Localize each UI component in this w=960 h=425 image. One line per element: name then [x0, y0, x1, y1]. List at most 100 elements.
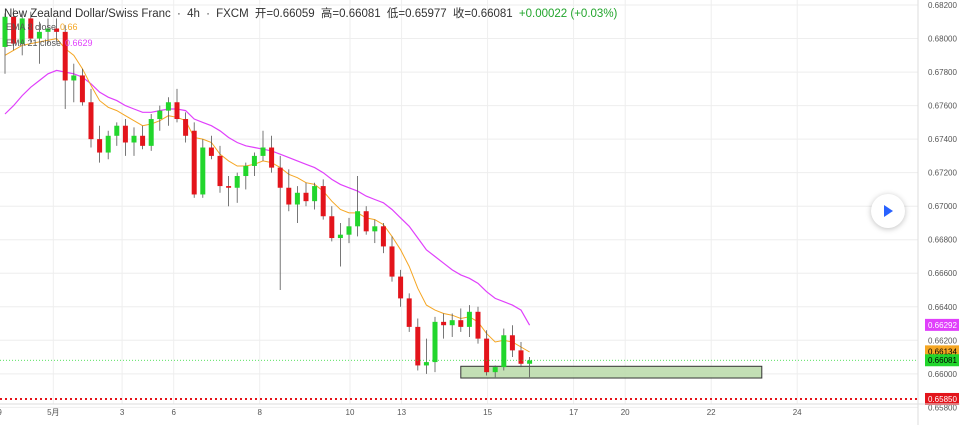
- candle[interactable]: [337, 222, 343, 267]
- candle[interactable]: [475, 306, 481, 344]
- price-label-text: 0.66081: [928, 356, 957, 365]
- candle[interactable]: [398, 269, 404, 307]
- candle[interactable]: [71, 63, 77, 103]
- symbol-title[interactable]: New Zealand Dollar/Swiss Franc: [4, 8, 171, 20]
- candle-body: [11, 16, 17, 44]
- candle[interactable]: [45, 18, 51, 44]
- candle[interactable]: [527, 357, 533, 378]
- candle[interactable]: [226, 176, 232, 207]
- candle[interactable]: [105, 130, 111, 160]
- price-axis[interactable]: 0.68200 0.68000 0.67800 0.67600 0.67400 0.672…: [917, 0, 959, 425]
- candle[interactable]: [251, 152, 257, 177]
- price-tick-label: 0.66000: [928, 370, 957, 379]
- price-label-badge[interactable]: 0.66081: [925, 354, 959, 367]
- candle-body: [458, 320, 464, 327]
- candle[interactable]: [2, 13, 8, 74]
- candle[interactable]: [79, 68, 85, 106]
- candle[interactable]: [492, 365, 498, 378]
- candle[interactable]: [165, 97, 171, 126]
- candle[interactable]: [191, 122, 197, 198]
- candle-body: [518, 350, 524, 364]
- candle[interactable]: [329, 206, 335, 242]
- candle[interactable]: [88, 88, 94, 148]
- candle-body: [251, 155, 257, 166]
- candle[interactable]: [449, 313, 455, 337]
- candle[interactable]: [441, 313, 447, 339]
- candle-body: [148, 119, 154, 146]
- indicator-ema8[interactable]: EMA 8 close 0.66: [6, 22, 78, 32]
- candle[interactable]: [423, 338, 429, 374]
- time-tick-label: 24: [793, 408, 802, 417]
- candle[interactable]: [54, 18, 60, 42]
- time-axis[interactable]: 29 5月 3 6 8 10 13 15 17 20 22 24: [0, 403, 960, 417]
- separator: ·: [206, 8, 210, 20]
- candlestick-series[interactable]: [2, 8, 533, 378]
- candle[interactable]: [286, 169, 292, 212]
- candle[interactable]: [157, 105, 163, 131]
- candle[interactable]: [303, 182, 309, 207]
- candle[interactable]: [380, 222, 386, 254]
- candle[interactable]: [320, 179, 326, 220]
- candle[interactable]: [131, 127, 137, 156]
- candle[interactable]: [148, 113, 154, 151]
- candle[interactable]: [174, 88, 180, 123]
- price-label-badge[interactable]: 0.66292: [925, 318, 959, 331]
- candle[interactable]: [363, 206, 369, 235]
- candle[interactable]: [200, 139, 206, 198]
- candle[interactable]: [312, 182, 318, 210]
- price-tick-label: 0.67200: [928, 169, 957, 178]
- support-zone-box[interactable]: [460, 365, 763, 379]
- candle-body: [122, 125, 128, 143]
- candle[interactable]: [294, 186, 300, 223]
- candle[interactable]: [234, 172, 240, 203]
- candle[interactable]: [415, 318, 421, 371]
- candle[interactable]: [217, 145, 223, 193]
- candle[interactable]: [19, 13, 25, 56]
- candle-body: [355, 211, 361, 227]
- price-tick-label: 0.67000: [928, 202, 957, 211]
- candle-body: [423, 362, 429, 366]
- candle[interactable]: [501, 328, 507, 371]
- support-zone[interactable]: [460, 365, 763, 379]
- open-value: 开=0.66059: [254, 8, 315, 20]
- candle[interactable]: [122, 119, 128, 156]
- candle[interactable]: [269, 135, 275, 173]
- candle[interactable]: [28, 11, 34, 42]
- candle[interactable]: [208, 135, 214, 160]
- candle-body: [200, 147, 206, 195]
- candle[interactable]: [458, 308, 464, 332]
- candle[interactable]: [62, 25, 68, 109]
- candle[interactable]: [518, 341, 524, 368]
- candle[interactable]: [355, 176, 361, 237]
- candle[interactable]: [114, 122, 120, 146]
- interval-label[interactable]: 4h: [187, 8, 200, 20]
- candle[interactable]: [97, 125, 103, 163]
- time-tick-label: 22: [707, 408, 716, 417]
- candle[interactable]: [183, 112, 189, 143]
- candle[interactable]: [260, 130, 266, 161]
- candle[interactable]: [509, 325, 515, 358]
- ema-lines: [4, 38, 531, 353]
- candle-body: [88, 102, 94, 140]
- candle-body: [71, 75, 77, 81]
- candle-body: [45, 28, 51, 32]
- candle[interactable]: [277, 155, 283, 291]
- candle[interactable]: [346, 217, 352, 244]
- candle-body: [165, 102, 171, 111]
- change-value: +0.00022 (+0.03%): [518, 8, 618, 20]
- play-button[interactable]: [871, 194, 905, 228]
- price-label-badge[interactable]: 0.65850: [925, 392, 959, 405]
- candle[interactable]: [484, 330, 490, 376]
- candle[interactable]: [372, 219, 378, 244]
- candle[interactable]: [140, 125, 146, 150]
- candle[interactable]: [36, 21, 42, 64]
- candle[interactable]: [466, 305, 472, 337]
- price-label-bg: [925, 354, 959, 367]
- candle[interactable]: [243, 162, 249, 190]
- candle[interactable]: [11, 8, 17, 51]
- candle[interactable]: [389, 236, 395, 282]
- candle[interactable]: [406, 293, 412, 332]
- candle[interactable]: [432, 316, 438, 373]
- indicator-ema21[interactable]: EMA 21 close 0.6629: [6, 38, 93, 48]
